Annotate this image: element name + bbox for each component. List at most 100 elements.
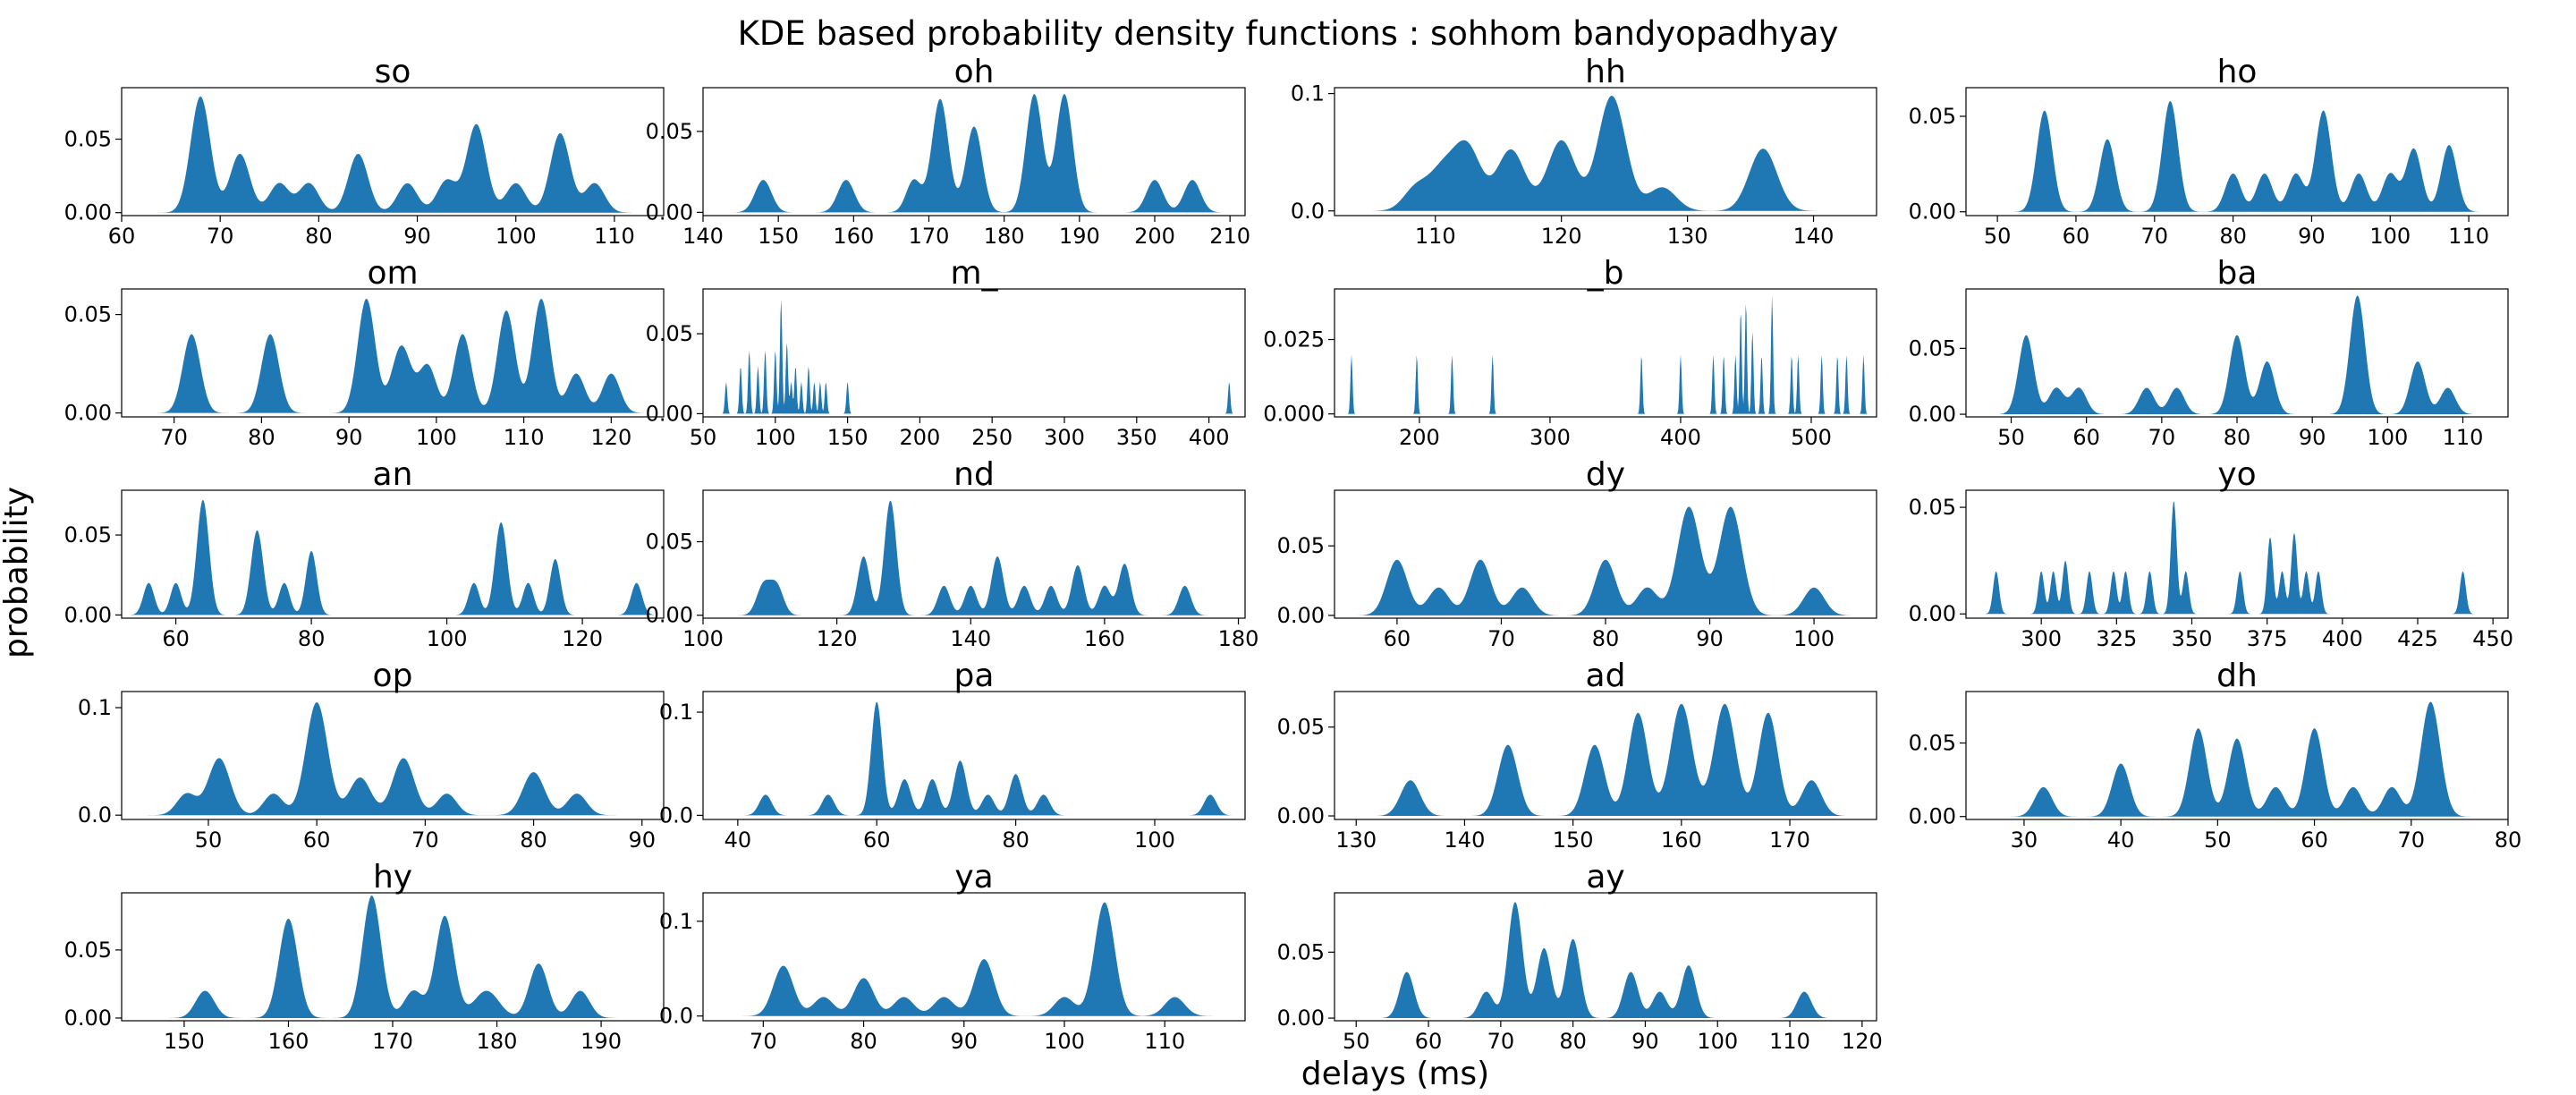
x-tick-label: 40 (724, 828, 752, 853)
x-tick-label: 70 (750, 1029, 777, 1054)
density-area-om (122, 298, 664, 413)
x-tick-label: 300 (1044, 425, 1085, 450)
x-tick-label: 100 (427, 626, 468, 651)
x-tick-label: 170 (372, 1029, 413, 1054)
x-tick-label: 190 (1059, 224, 1100, 249)
density-area-hh (1335, 96, 1877, 211)
density-area-an (122, 499, 664, 615)
y-tick-label: 0.00 (646, 603, 693, 628)
density-area-op (122, 702, 664, 816)
x-tick-label: 90 (335, 425, 363, 450)
axes-frame (1334, 87, 1877, 216)
x-tick-label: 70 (207, 224, 234, 249)
y-tick-label: 0.05 (1909, 495, 1956, 520)
y-tick-label: 0.0 (659, 1004, 693, 1029)
subplot-title: nd (953, 456, 995, 493)
density-area-ho (1966, 100, 2508, 212)
x-tick-label: 350 (1116, 425, 1157, 450)
x-tick-label: 80 (1002, 828, 1030, 853)
subplot-an: an 60 80 100 120 0.00 0.05 (64, 456, 665, 651)
subplot-dh: dh 30 40 50 60 70 80 0.00 0.05 (1909, 658, 2522, 853)
x-tick-label: 80 (2224, 425, 2251, 450)
y-tick-label: 0.0 (659, 802, 693, 828)
density-area-m_ (703, 299, 1245, 414)
subplot-grid: so 60 70 80 90 100 110 0.00 0.05 oh 140 150 160 170 18… (64, 54, 2522, 1054)
subplot-hh: hh 110 120 130 140 0.0 0.1 (1291, 54, 1877, 249)
subplot-ba: ba 50 60 70 80 90 100 110 0.00 0.05 (1909, 255, 2509, 450)
x-tick-label: 60 (2063, 224, 2090, 249)
density-area-ya (703, 902, 1245, 1016)
x-tick-label: 120 (590, 425, 631, 450)
axes-frame (702, 892, 1246, 1022)
y-tick-label: 0.1 (659, 909, 693, 934)
density-area-_b (1335, 294, 1877, 414)
density-area-so (122, 96, 664, 213)
y-tick-label: 0.00 (646, 199, 693, 225)
x-tick-label: 60 (1384, 626, 1411, 651)
subplot-title: ba (2217, 255, 2258, 292)
x-tick-label: 170 (1769, 828, 1810, 853)
x-tick-label: 50 (1997, 425, 2025, 450)
figure-suptitle: KDE based probability density functions … (738, 14, 1839, 53)
axes-frame (121, 489, 665, 619)
x-tick-label: 70 (1487, 1029, 1515, 1054)
x-tick-label: 300 (2021, 626, 2062, 651)
x-tick-label: 160 (268, 1029, 309, 1054)
x-tick-label: 100 (496, 224, 537, 249)
y-tick-label: 0.05 (64, 522, 112, 548)
y-tick-label: 0.00 (1277, 1006, 1325, 1031)
y-tick-label: 0.05 (64, 127, 112, 152)
y-tick-label: 0.05 (64, 302, 112, 327)
subplot-title: yo (2217, 456, 2256, 493)
subplot-pa: pa 40 60 80 100 0.0 0.1 (659, 658, 1246, 853)
axes-frame (1965, 691, 2509, 820)
x-tick-label: 110 (1769, 1029, 1810, 1054)
subplot-title: dy (1586, 456, 1625, 493)
x-tick-label: 80 (1592, 626, 1620, 651)
x-tick-label: 100 (1697, 1029, 1738, 1054)
subplot-title: op (373, 658, 413, 694)
y-tick-label: 0.05 (1909, 104, 1956, 129)
x-tick-label: 210 (1209, 224, 1250, 249)
x-tick-label: 400 (2322, 626, 2363, 651)
axes-frame (1334, 892, 1877, 1022)
x-tick-label: 80 (298, 626, 326, 651)
subplot-om: om 70 80 90 100 110 120 0.00 0.05 (64, 255, 665, 450)
density-area-ay (1335, 902, 1877, 1019)
subplot-ya: ya 70 80 90 100 110 0.0 0.1 (659, 859, 1246, 1054)
x-tick-label: 110 (2448, 224, 2489, 249)
x-tick-label: 300 (1530, 425, 1571, 450)
x-tick-label: 70 (160, 425, 188, 450)
y-tick-label: 0.1 (659, 700, 693, 725)
x-tick-label: 100 (1044, 1029, 1085, 1054)
x-tick-label: 80 (305, 224, 333, 249)
density-area-oh (703, 94, 1245, 213)
x-tick-label: 180 (1218, 626, 1259, 651)
x-tick-label: 130 (1667, 224, 1708, 249)
x-tick-label: 80 (2219, 224, 2247, 249)
x-tick-label: 90 (403, 224, 431, 249)
x-tick-label: 200 (899, 425, 940, 450)
x-tick-label: 90 (2298, 224, 2326, 249)
x-tick-label: 70 (411, 828, 439, 853)
subplot-ay: ay 50 60 70 80 90 100 110 120 0.00 0.05 (1277, 859, 1883, 1054)
x-tick-label: 100 (2369, 224, 2411, 249)
y-tick-label: 0.00 (1909, 402, 1956, 427)
x-tick-label: 70 (2398, 828, 2426, 853)
y-tick-label: 0.00 (64, 1006, 112, 1031)
x-tick-label: 100 (2367, 425, 2408, 450)
y-tick-label: 0.025 (1263, 327, 1325, 352)
x-tick-label: 120 (1842, 1029, 1883, 1054)
subplot-title: hh (1585, 54, 1626, 90)
y-tick-label: 0.0 (1291, 199, 1325, 224)
x-tick-label: 120 (817, 626, 858, 651)
x-tick-label: 325 (2096, 626, 2137, 651)
density-area-yo (1966, 501, 2508, 615)
x-tick-label: 90 (951, 1029, 979, 1054)
x-tick-label: 80 (2495, 828, 2522, 853)
axes-frame (702, 288, 1246, 418)
x-tick-label: 375 (2247, 626, 2288, 651)
subplot-ho: ho 50 60 70 80 90 100 110 0.00 0.05 (1909, 54, 2509, 249)
y-tick-label: 0.05 (1909, 731, 1956, 756)
x-tick-label: 120 (1541, 224, 1582, 249)
